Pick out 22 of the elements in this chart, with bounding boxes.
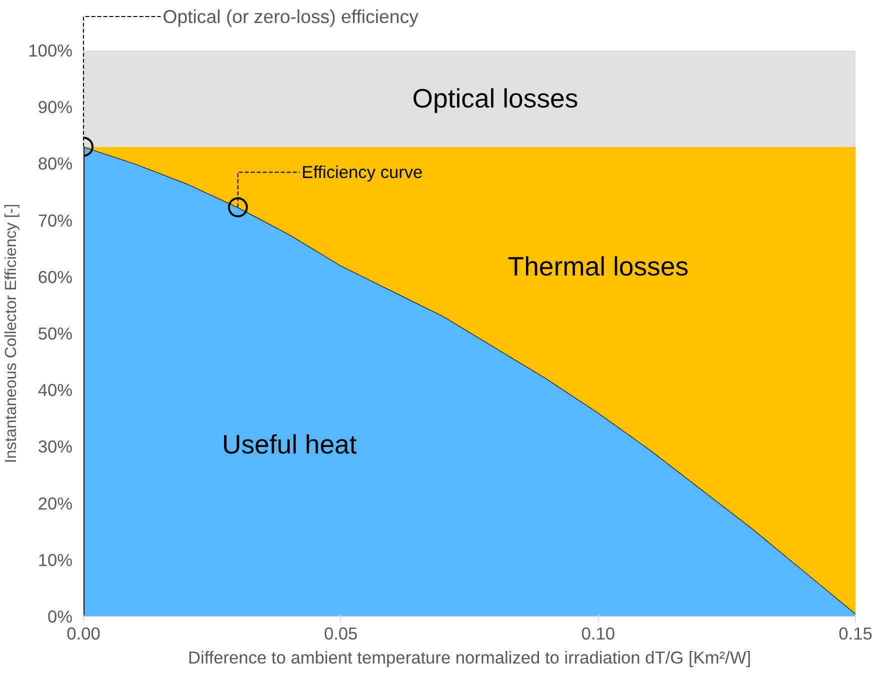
x-tick-label: 0.05 [324, 624, 358, 644]
y-tick-label: 100% [28, 40, 73, 60]
y-axis-title: Instantaneous Collector Efficiency [-] [3, 204, 20, 464]
y-tick-label: 40% [38, 380, 73, 400]
y-tick-label: 60% [38, 266, 73, 287]
series-label: Thermal losses [508, 251, 689, 282]
y-tick-label: 80% [38, 154, 73, 174]
annotation: Optical (or zero-loss) efficiency [162, 6, 420, 28]
x-tick-label: 0.10 [581, 624, 616, 644]
y-tick-label: 90% [38, 97, 73, 118]
y-tick-label: 70% [38, 210, 73, 230]
x-tick-label: 0.15 [838, 624, 872, 644]
x-axis-title: Difference to ambient temperature normalized to irradiation dT/G [Km²/W] [188, 648, 752, 668]
series-label: Useful heat [222, 430, 358, 460]
annotation: Efficiency curve [302, 162, 423, 182]
y-tick-label: 20% [38, 493, 73, 514]
y-tick-label: 50% [38, 324, 73, 344]
x-tick-label: 0.00 [66, 624, 100, 644]
y-tick-label: 0% [47, 606, 72, 626]
series-label: Optical losses [412, 84, 578, 114]
y-tick-label: 10% [38, 550, 73, 570]
y-tick-label: 30% [38, 436, 73, 457]
